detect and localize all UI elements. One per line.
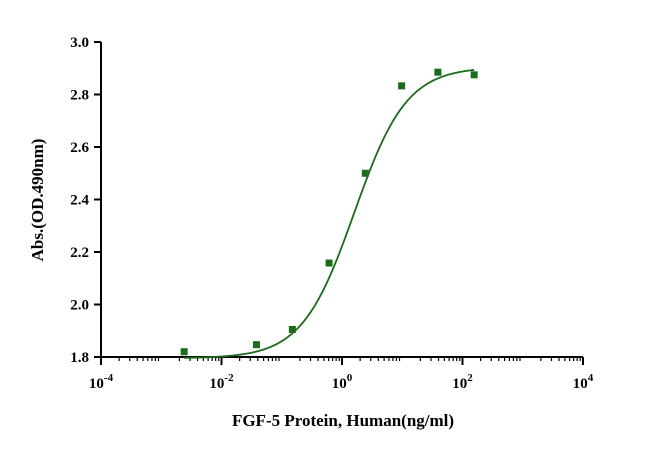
data-point	[361, 169, 369, 177]
y-tick-label: 2.0	[70, 298, 89, 314]
y-tick-label: 2.6	[70, 140, 89, 156]
x-tick-label: 100	[332, 372, 353, 392]
y-axis-title: Abs.(OD.490nm)	[28, 139, 47, 262]
data-point	[288, 325, 296, 333]
y-tick-label: 3.0	[70, 35, 89, 51]
x-axis-title: FGF-5 Protein, Human(ng/ml)	[232, 411, 454, 430]
data-point	[252, 341, 260, 349]
y-tick-label: 2.8	[70, 88, 89, 104]
x-tick-label: 104	[573, 372, 594, 392]
x-tick-label: 10-4	[89, 372, 114, 392]
y-tick-label: 2.4	[70, 193, 89, 209]
x-tick-label: 10-2	[209, 372, 234, 392]
data-point	[434, 68, 442, 76]
y-tick-label: 2.2	[70, 245, 89, 261]
x-tick-label: 102	[452, 372, 473, 392]
data-point	[180, 348, 188, 356]
data-points	[180, 68, 478, 356]
data-point	[398, 82, 406, 90]
y-axis-ticks: 1.8 2.0 2.2 2.4 2.6 2.8 3.0	[70, 35, 101, 366]
fit-curve	[184, 68, 475, 359]
data-point	[325, 259, 333, 267]
x-axis-ticks: 10-4 10-2 100 102 104	[89, 357, 594, 392]
y-tick-label: 1.8	[70, 350, 89, 366]
data-point	[470, 71, 478, 79]
